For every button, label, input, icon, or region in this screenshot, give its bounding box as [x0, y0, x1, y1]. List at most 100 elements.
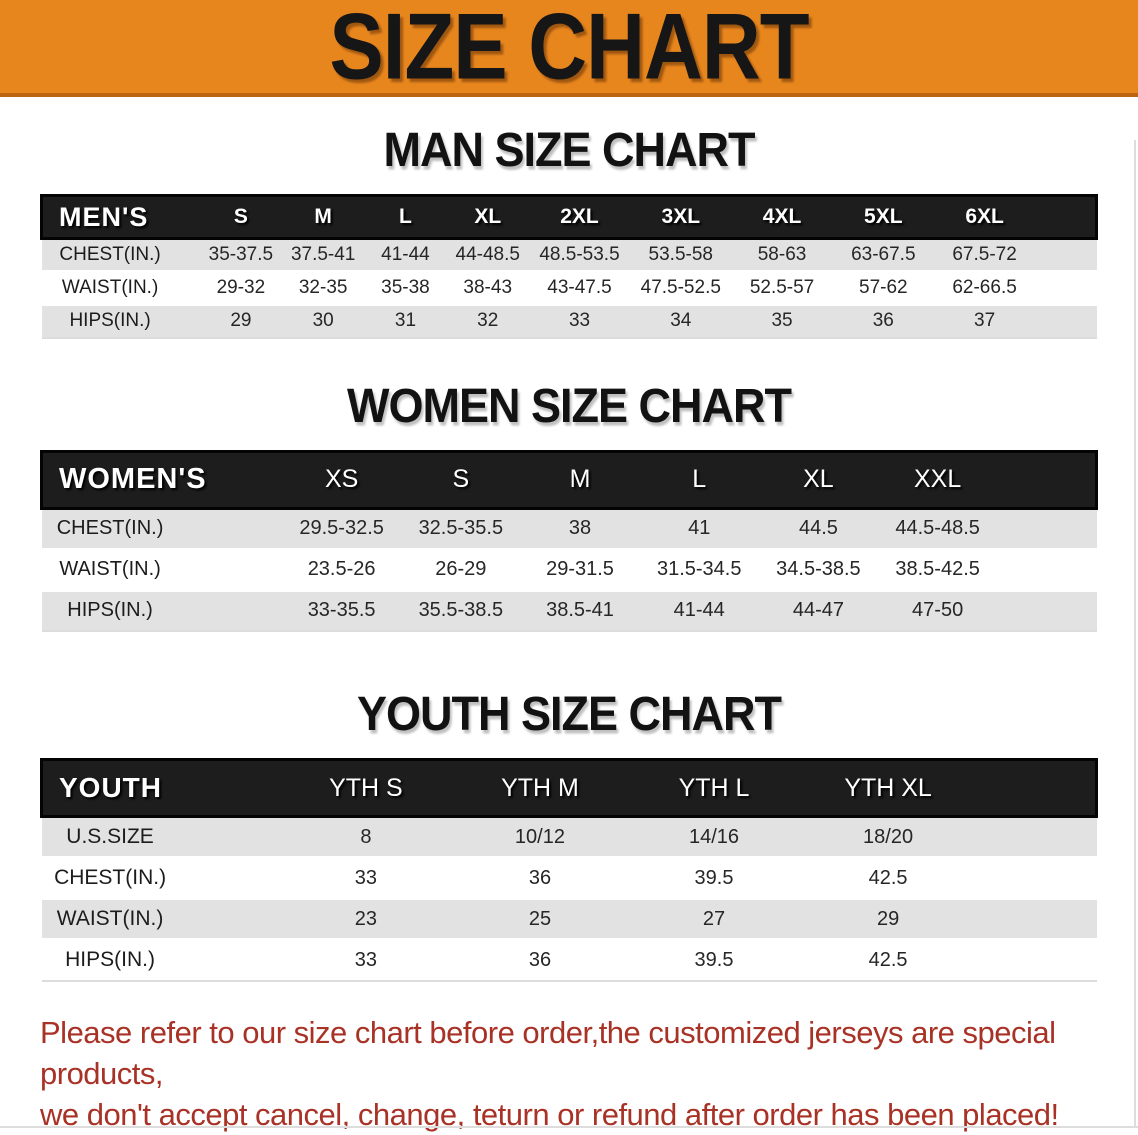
size-column-header: M: [282, 194, 365, 240]
size-column-header: S: [199, 194, 283, 240]
measurement-value: 58-63: [731, 238, 833, 272]
page-title: SIZE CHART: [329, 0, 809, 99]
size-column-header: XL: [446, 194, 529, 240]
measurement-value: 14/16: [626, 816, 802, 858]
order-disclaimer: Please refer to our size chart before or…: [40, 1012, 1118, 1135]
measurement-value: 10/12: [452, 816, 627, 858]
size-column-header: XL: [758, 449, 879, 510]
measurement-value: 52.5-57: [749, 277, 815, 298]
measurement-value: 37.5-41: [282, 238, 365, 272]
youth-section-heading: YOUTH SIZE CHART: [356, 685, 782, 741]
size-column-header: YTH S: [278, 758, 453, 818]
row-spacer: [1035, 238, 1097, 272]
disclaimer-line-1: Please refer to our size chart before or…: [40, 1014, 1056, 1091]
measurement-row: HIPS(IN.) 33 36 39.5 42.5: [41, 939, 1097, 981]
measurement-value: 42.5: [868, 948, 908, 971]
header-spacer: [975, 758, 1099, 818]
measurement-value: 32-35: [298, 277, 348, 298]
row-spacer: [975, 898, 1097, 940]
measurement-value: 35-37.5: [199, 238, 283, 272]
size-header-row: WOMEN'S XS S M L XL XXL: [40, 449, 1099, 510]
size-column-header: 4XL: [731, 194, 833, 240]
measurement-value: 18/20: [801, 816, 976, 858]
measurement-row: WAIST(IN.) 23 25 27 29: [41, 898, 1097, 940]
measurement-value: 39.5: [694, 866, 734, 889]
measurement-row: CHEST(IN.) 35-37.5 37.5-41 41-44 44-48.5 48.5…: [41, 238, 1097, 272]
measurement-value: 32: [446, 304, 529, 338]
measurement-value: 34: [630, 304, 732, 338]
size-column-header: 2XL: [528, 194, 631, 240]
size-header-row: YOUTH YTH S YTH M YTH L YTH XL: [39, 758, 1099, 818]
women-section-heading: WOMEN SIZE CHART: [347, 377, 792, 433]
measurement-value: 29.5-32.5: [282, 508, 402, 549]
measurement-value: 27: [626, 898, 802, 940]
measurement-value: 33-35.5: [282, 590, 402, 631]
measurement-value: 33: [354, 948, 378, 971]
size-column-header: XS: [282, 449, 402, 510]
measurement-value: 30: [282, 304, 365, 338]
row-spacer: [1035, 304, 1097, 338]
row-label: WAIST(IN.): [59, 558, 161, 580]
gap-cell: [178, 590, 283, 631]
row-spacer: [975, 816, 1097, 858]
row-label: CHEST(IN.): [41, 238, 179, 272]
measurement-value: 29: [199, 304, 283, 338]
measurement-row: CHEST(IN.) 33 36 39.5 42.5: [41, 857, 1097, 899]
measurement-value: 44-48.5: [446, 238, 529, 272]
measurement-value: 47.5-52.5: [640, 277, 721, 298]
measurement-row: WAIST(IN.) 29-32 32-35 35-38 38-43 43-47.5 47.…: [41, 271, 1097, 305]
row-label: CHEST(IN.): [41, 508, 179, 549]
measurement-value: 35: [731, 304, 833, 338]
disclaimer-line-2: we don't accept cancel, change, teturn o…: [40, 1096, 1059, 1132]
measurement-value: 23.5-26: [307, 558, 376, 580]
table-group-label: WOMEN'S: [40, 449, 283, 510]
row-spacer: [997, 590, 1097, 631]
measurement-value: 35-38: [381, 277, 430, 298]
gap-cell: [179, 858, 279, 899]
measurement-value: 33: [528, 304, 631, 338]
measurement-value: 44-47: [758, 590, 879, 631]
gap-cell: [178, 508, 283, 549]
gap-cell: [178, 898, 279, 940]
gap-cell: [179, 549, 282, 590]
size-column-header: L: [639, 449, 759, 510]
measurement-value: 23: [278, 898, 453, 940]
measurement-value: 26-29: [435, 558, 487, 580]
men-section-heading: MAN SIZE CHART: [383, 121, 756, 177]
women-size-table: WOMEN'S XS S M L XL XXL CHEST(IN.) 29.5-32.5 32.5…: [40, 449, 1099, 632]
measurement-row: HIPS(IN.) 33-35.5 35.5-38.5 38.5-41 41-44 44-…: [41, 590, 1097, 631]
size-header-row: MEN'S S M L XL 2XL 3XL 4XL 5XL 6XL: [39, 194, 1099, 240]
measurement-value: 37: [933, 304, 1036, 338]
measurement-value: 32.5-35.5: [401, 508, 521, 549]
measurement-value: 35.5-38.5: [401, 590, 521, 631]
size-chart-banner: SIZE CHART: [0, 0, 1138, 99]
header-spacer: [997, 449, 1099, 510]
gap-cell: [179, 272, 200, 305]
measurement-value: 67.5-72: [933, 238, 1036, 272]
measurement-value: 38.5-42.5: [895, 558, 980, 580]
measurement-value: 29-31.5: [546, 558, 614, 580]
measurement-value: 47-50: [878, 590, 998, 631]
gap-cell: [179, 940, 279, 981]
size-column-header: S: [401, 449, 521, 510]
size-column-header: 3XL: [630, 194, 732, 240]
row-label: WAIST(IN.): [61, 277, 159, 298]
table-group-label: MEN'S: [39, 194, 200, 240]
measurement-row: WAIST(IN.) 23.5-26 26-29 29-31.5 31.5-34.5 34…: [41, 549, 1097, 590]
measurement-value: 41-44: [364, 238, 447, 272]
scan-edge-bottom: [0, 1126, 1138, 1128]
measurement-value: 43-47.5: [547, 277, 612, 298]
measurement-value: 36: [528, 866, 552, 889]
measurement-value: 48.5-53.5: [528, 238, 631, 272]
header-spacer: [1035, 194, 1099, 240]
measurement-value: 29-32: [216, 277, 266, 298]
measurement-value: 41: [639, 508, 759, 549]
measurement-value: 39.5: [694, 948, 734, 971]
measurement-value: 44.5-48.5: [878, 508, 998, 549]
measurement-value: 34.5-38.5: [776, 558, 861, 580]
row-label: U.S.SIZE: [41, 816, 179, 858]
row-label: CHEST(IN.): [54, 866, 167, 889]
table-group-label: YOUTH: [39, 758, 279, 818]
row-spacer: [1035, 272, 1096, 305]
measurement-value: 63-67.5: [832, 238, 934, 272]
